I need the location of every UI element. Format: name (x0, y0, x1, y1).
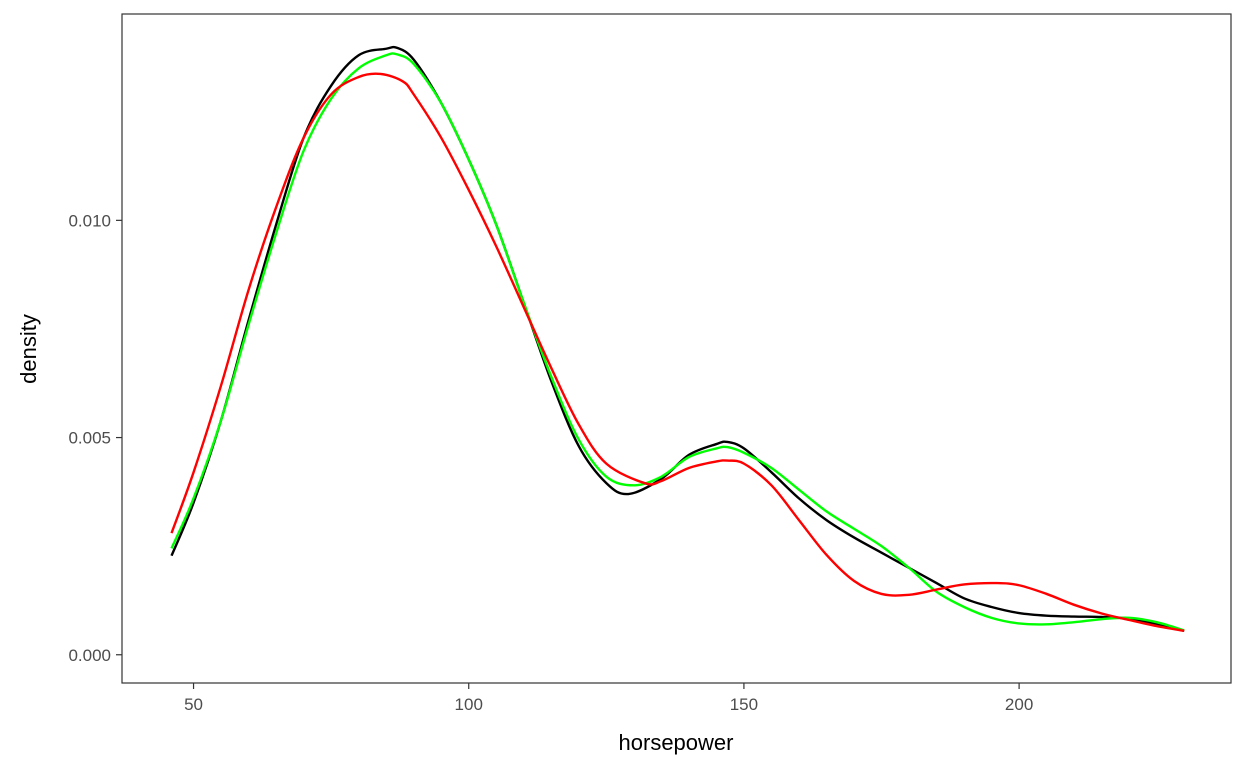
x-tick-label: 100 (455, 695, 483, 714)
series-layer (170, 45, 1185, 633)
x-tick-label: 50 (184, 695, 203, 714)
y-tick-label: 0.010 (68, 211, 111, 230)
y-tick-label: 0.000 (68, 646, 111, 665)
x-axis-title: horsepower (619, 730, 734, 755)
y-axis-title: density (16, 314, 41, 384)
x-tick-label: 150 (730, 695, 758, 714)
density-line-3 (170, 72, 1185, 633)
plot-panel-border (121, 13, 1232, 684)
x-axis-ticks: 50 100 150 200 (184, 683, 1033, 714)
y-axis-ticks: 0.000 0.005 0.010 (68, 211, 122, 665)
x-tick-label: 200 (1005, 695, 1033, 714)
density-line-2 (170, 52, 1185, 632)
y-tick-label: 0.005 (68, 429, 111, 448)
